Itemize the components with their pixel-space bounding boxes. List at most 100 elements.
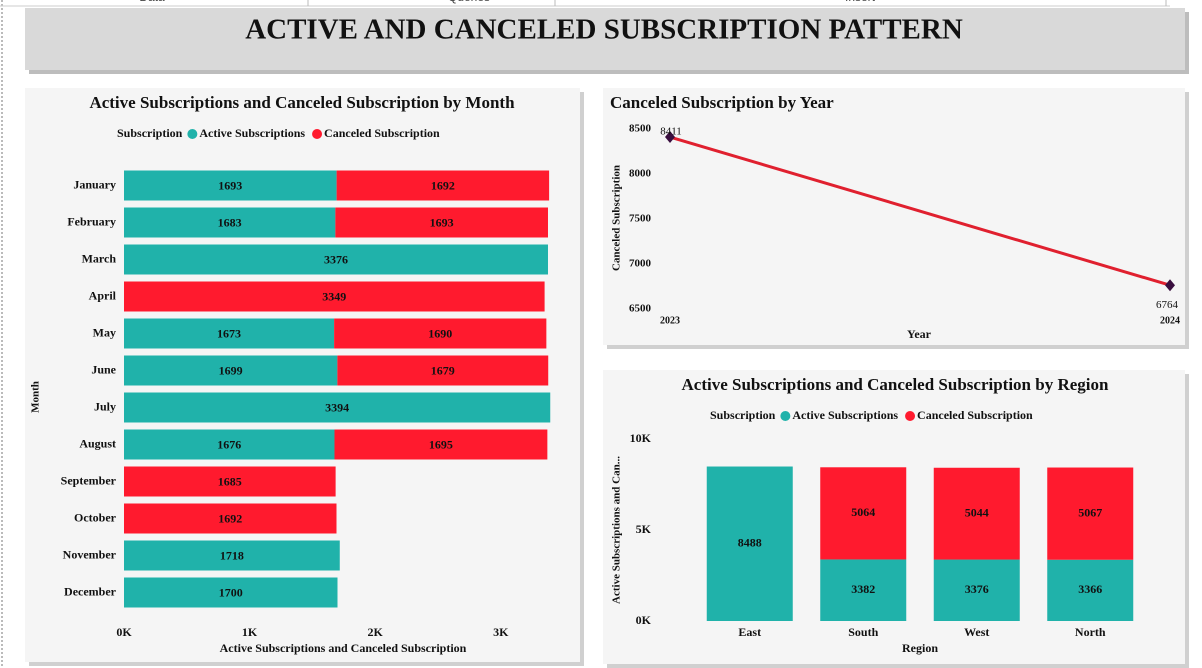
bar	[124, 207, 336, 238]
data-label: 3382	[851, 582, 875, 596]
y-tick-label: 0K	[636, 613, 652, 627]
bar	[124, 170, 337, 201]
legend-label: Active Subscriptions	[792, 408, 898, 422]
x-axis-label: Year	[907, 327, 932, 341]
x-tick-label: West	[964, 625, 989, 639]
x-tick-label: North	[1075, 625, 1106, 639]
data-label: 1692	[431, 178, 455, 192]
marker	[665, 131, 675, 144]
y-tick-label: 8500	[629, 123, 652, 135]
bar	[820, 559, 907, 621]
bar	[124, 355, 338, 386]
x-tick-label: 2023	[660, 315, 680, 326]
y-tick-label: December	[64, 584, 117, 598]
bar	[933, 467, 1020, 560]
data-label: 1679	[431, 363, 455, 377]
chart-title: Active Subscriptions and Canceled Subscr…	[89, 93, 515, 112]
data-label: 1700	[219, 585, 243, 599]
bar	[124, 244, 548, 275]
data-label: 5064	[851, 505, 875, 519]
data-label: 5044	[965, 505, 989, 519]
line	[669, 135, 1171, 287]
y-tick-label: March	[82, 251, 117, 265]
tab[interactable]: Data	[139, 0, 165, 4]
legend-label: Canceled Subscription	[324, 126, 440, 140]
chart-title: Canceled Subscription by Year	[610, 93, 834, 112]
legend-label: Active Subscriptions	[199, 126, 305, 140]
x-tick-label: 2024	[1160, 315, 1180, 326]
y-axis-label: Active Subscriptions and Can...	[611, 456, 623, 604]
legend-swatch	[905, 411, 916, 421]
x-axis-label: Active Subscriptions and Canceled Subscr…	[220, 641, 467, 655]
y-axis-label: Canceled Subscription	[611, 165, 623, 271]
bar	[336, 170, 550, 201]
panel	[603, 88, 1185, 345]
bar	[124, 281, 545, 312]
y-tick-label: April	[89, 288, 117, 302]
tab[interactable]: Insert	[845, 0, 876, 4]
data-label: 1685	[218, 474, 242, 488]
data-label: 3394	[325, 400, 349, 414]
data-label: 1676	[217, 437, 241, 451]
y-tick-label: 5K	[636, 522, 652, 536]
data-label: 1693	[430, 215, 454, 229]
y-tick-label: September	[61, 473, 117, 487]
bar	[1047, 559, 1134, 621]
data-label: 3366	[1078, 582, 1102, 596]
legend-swatch	[312, 129, 323, 139]
y-tick-label: July	[94, 399, 116, 413]
y-tick-label: May	[93, 325, 116, 339]
x-tick-label: 2K	[368, 625, 384, 639]
data-label: 5067	[1078, 505, 1102, 519]
x-axis-label: Region	[902, 641, 938, 655]
legend-swatch	[187, 129, 198, 139]
data-label: 1699	[219, 363, 243, 377]
bar	[335, 207, 548, 238]
y-tick-label: October	[74, 510, 117, 524]
bar	[124, 503, 337, 534]
x-tick-label: 1K	[242, 625, 258, 639]
data-label: 6764	[1156, 299, 1179, 311]
y-tick-label: January	[73, 177, 116, 191]
bar	[337, 355, 549, 386]
legend-label: Canceled Subscription	[917, 408, 1033, 422]
banner	[25, 8, 1185, 70]
bar	[124, 392, 551, 423]
marker	[1165, 279, 1175, 292]
bar	[933, 559, 1020, 621]
data-label: 3349	[322, 289, 346, 303]
y-tick-label: February	[67, 214, 116, 228]
tab[interactable]: Queries	[448, 0, 490, 4]
legend-title: Subscription	[710, 408, 776, 422]
data-label: 8411	[660, 126, 682, 138]
legend-swatch	[780, 411, 791, 421]
y-tick-label: 7500	[629, 213, 652, 225]
bar	[124, 540, 340, 571]
y-tick-label: 8000	[629, 168, 652, 180]
bar	[334, 318, 547, 349]
x-tick-label: South	[848, 625, 878, 639]
bar	[124, 466, 336, 497]
data-label: 1718	[220, 548, 244, 562]
data-label: 1690	[428, 326, 452, 340]
data-label: 8488	[738, 536, 762, 550]
data-label: 1683	[218, 215, 242, 229]
data-label: 1673	[217, 326, 241, 340]
bar	[124, 577, 338, 608]
bar	[334, 429, 548, 460]
x-tick-label: East	[738, 625, 761, 639]
y-tick-label: 10K	[630, 431, 652, 445]
y-tick-label: June	[91, 362, 116, 376]
data-label: 3376	[324, 252, 348, 266]
bar	[124, 429, 335, 460]
bar	[1047, 467, 1134, 560]
x-tick-label: 3K	[493, 625, 509, 639]
bar	[820, 467, 907, 560]
y-tick-label: November	[63, 547, 117, 561]
data-label: 3376	[965, 582, 989, 596]
y-tick-label: 6500	[629, 303, 652, 315]
y-tick-label: 7000	[629, 258, 652, 270]
data-label: 1693	[218, 178, 242, 192]
data-label: 1695	[429, 437, 453, 451]
